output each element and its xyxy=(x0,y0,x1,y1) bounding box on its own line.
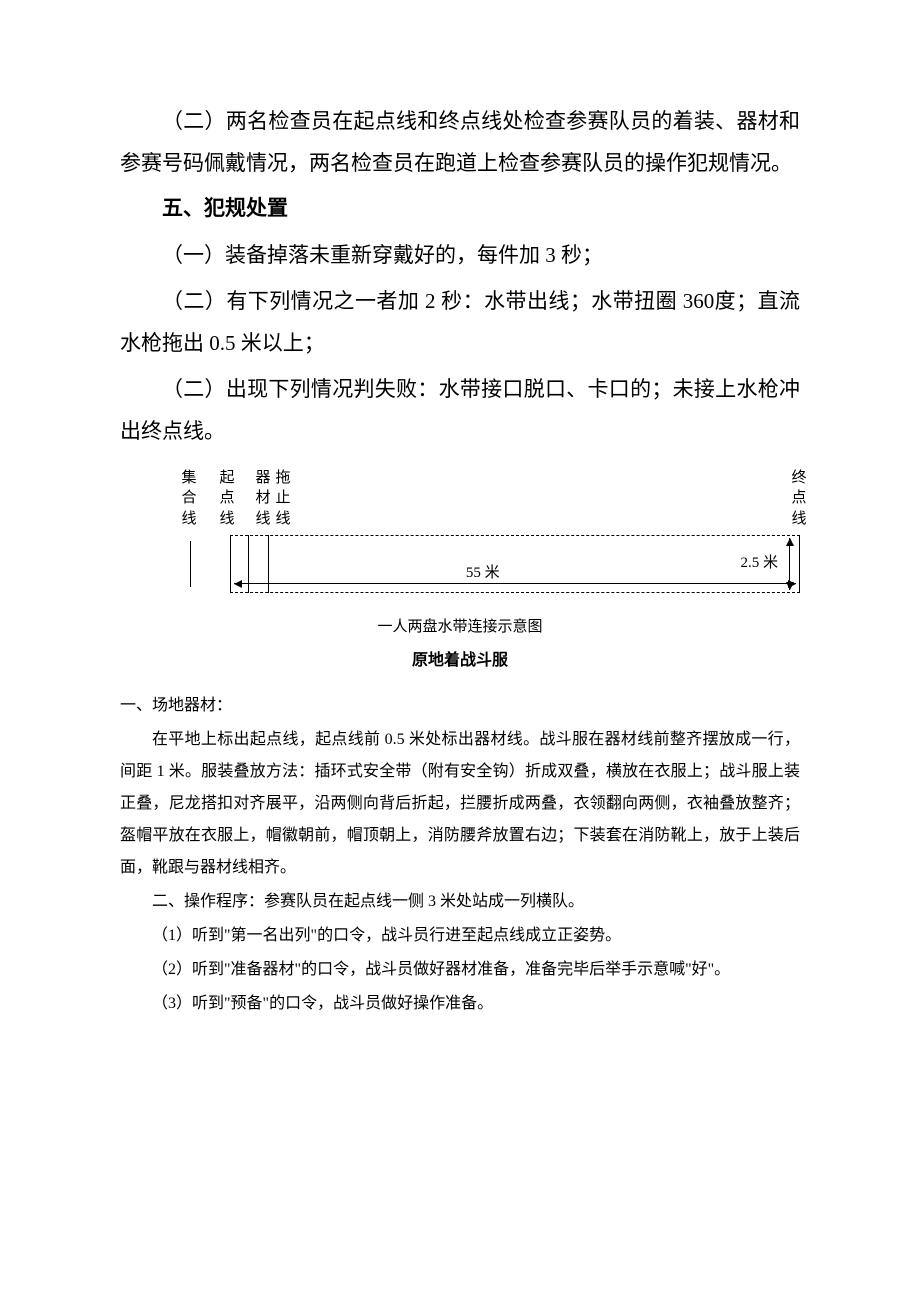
section2-title: 原地着战斗服 xyxy=(120,646,800,670)
para-penalty-1: （一）装备掉落未重新穿戴好的，每件加 3 秒； xyxy=(120,234,800,276)
label-qicaixian: 器材线 xyxy=(254,468,272,529)
diagram-track: 55 米 2.5 米 xyxy=(190,535,800,605)
length-label: 55 米 xyxy=(464,561,502,582)
tick-assembly xyxy=(190,541,191,587)
para-inspectors: （二）两名检查员在起点线和终点线处检查参赛队员的着装、器材和参赛号码佩戴情况，两… xyxy=(120,100,800,184)
section2-p5: （3）听到"预备"的口令，战斗员做好操作准备。 xyxy=(120,988,800,1020)
diagram-caption: 一人两盘水带连接示意图 xyxy=(120,615,800,636)
label-zhongdianxian: 终点线 xyxy=(790,468,808,529)
label-tuozhixian: 拖止线 xyxy=(274,468,292,529)
section2-h1: 一、场地器材： xyxy=(120,690,800,722)
heading-penalty: 五、犯规处置 xyxy=(120,188,800,230)
label-qidianxian: 起点线 xyxy=(218,468,236,529)
length-arrow xyxy=(234,583,796,584)
width-arrow xyxy=(789,538,790,590)
para-penalty-3: （二）出现下列情况判失败：水带接口脱口、卡口的；未接上水枪冲出终点线。 xyxy=(120,368,800,452)
para-penalty-2: （二）有下列情况之一者加 2 秒：水带出线；水带扭圈 360度；直流水枪拖出 0… xyxy=(120,280,800,364)
width-label: 2.5 米 xyxy=(738,551,780,572)
label-jihexian: 集合线 xyxy=(180,468,198,529)
section2-p4: （2）听到"准备器材"的口令，战斗员做好器材准备，准备完毕后举手示意喊"好"。 xyxy=(120,954,800,986)
diagram-top-labels: 集合线 起点线 器材线 拖止线 终点线 xyxy=(120,468,800,529)
track-rect xyxy=(230,535,800,593)
hose-diagram: 集合线 起点线 器材线 拖止线 终点线 55 米 2.5 米 一人两盘水带连接示… xyxy=(120,468,800,636)
tick-dragstop xyxy=(268,535,269,593)
section2-p1: 在平地上标出起点线，起点线前 0.5 米处标出器材线。战斗服在器材线前整齐摆放成… xyxy=(120,724,800,884)
tick-equipment xyxy=(248,535,249,593)
section2-p2: 二、操作程序：参赛队员在起点线一侧 3 米处站成一列横队。 xyxy=(120,886,800,918)
section2-p3: （1）听到"第一名出列"的口令，战斗员行进至起点线成立正姿势。 xyxy=(120,920,800,952)
